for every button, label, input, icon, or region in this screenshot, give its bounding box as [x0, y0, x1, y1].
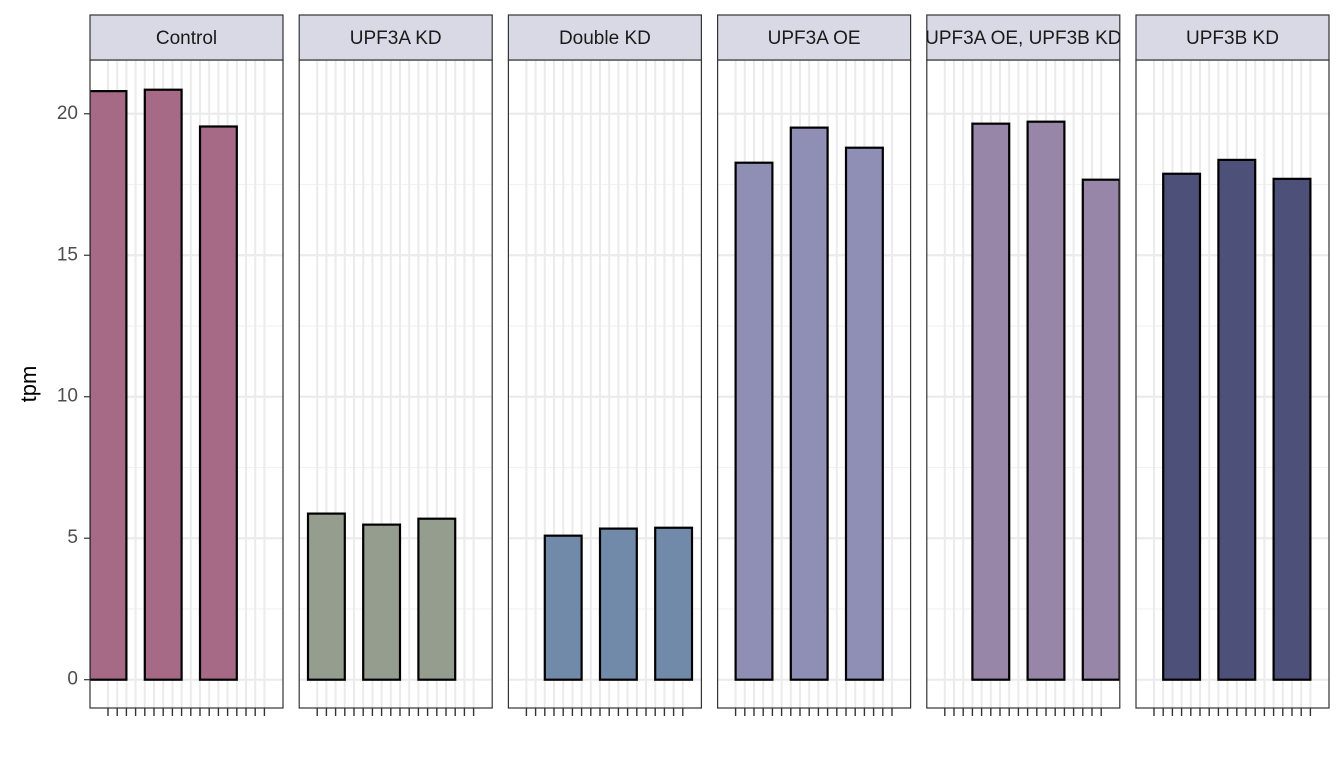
- bar: [1217, 158, 1257, 681]
- bar: [417, 517, 457, 681]
- strip-label: UPF3A OE, UPF3B KD: [925, 28, 1121, 49]
- panel: [508, 60, 702, 708]
- panel: [926, 60, 1120, 708]
- strip-label-group: UPF3A OE, UPF3B KD: [925, 28, 1121, 49]
- panel: [90, 60, 283, 708]
- bar: [1272, 177, 1312, 681]
- bar: [971, 122, 1011, 681]
- y-tick-label: 15: [57, 244, 78, 265]
- bar: [789, 126, 829, 681]
- bar: [598, 527, 638, 681]
- strip: [716, 14, 912, 61]
- strip-label: UPF3A OE: [768, 28, 861, 49]
- bar: [362, 523, 402, 681]
- bar: [306, 512, 346, 681]
- bar: [844, 146, 884, 681]
- panel: [1136, 60, 1329, 708]
- strip: [926, 14, 1121, 61]
- strip: [89, 14, 284, 61]
- strip-label: UPF3A KD: [350, 28, 442, 49]
- y-tick-label: 0: [67, 669, 78, 690]
- strip-label-group: Double KD: [559, 28, 651, 49]
- strip-label-group: UPF3B KD: [1186, 28, 1279, 49]
- bar: [198, 125, 238, 681]
- strip-label-group: UPF3A OE: [768, 28, 861, 49]
- strip-label: UPF3B KD: [1186, 28, 1279, 49]
- panel: [299, 60, 493, 708]
- bar: [1026, 120, 1066, 681]
- bar: [1081, 178, 1120, 681]
- bar: [1162, 172, 1202, 681]
- panel: [717, 60, 911, 708]
- y-tick-label: 10: [57, 386, 78, 407]
- strip: [507, 14, 702, 61]
- strip-label: Control: [156, 28, 217, 49]
- y-tick-label: 5: [67, 527, 78, 548]
- bar: [543, 534, 583, 681]
- bar: [143, 88, 183, 681]
- y-tick-label: 20: [57, 103, 78, 124]
- strip-label: Double KD: [559, 28, 651, 49]
- bar: [734, 161, 774, 681]
- strip-label-group: Control: [156, 28, 217, 49]
- strip-label-group: UPF3A KD: [350, 28, 442, 49]
- strip: [1135, 14, 1330, 61]
- bar: [90, 90, 128, 681]
- strip: [298, 14, 493, 61]
- y-axis-label: tpm: [16, 366, 41, 403]
- bar: [654, 526, 694, 681]
